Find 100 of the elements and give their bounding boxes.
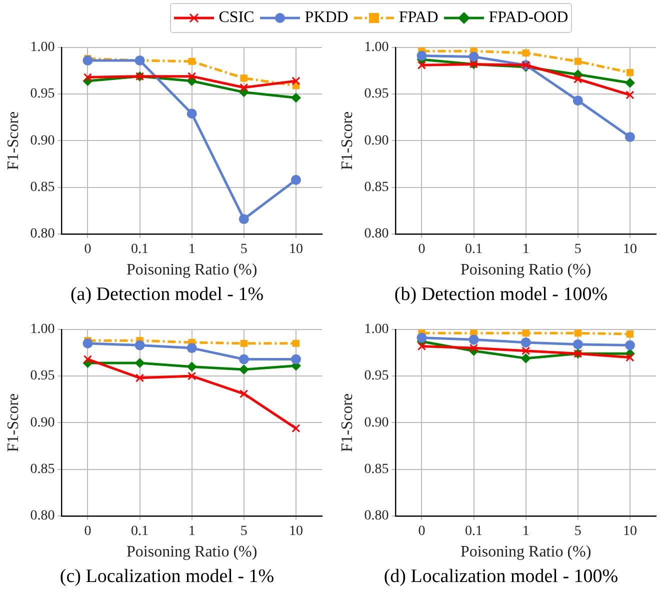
x-tick-label: 5	[574, 524, 582, 540]
point	[574, 330, 582, 337]
x-tick-label: 0.1	[465, 524, 483, 540]
text: (a) Detection model - 1%	[69, 284, 265, 306]
x-tick-label: 10	[288, 242, 303, 258]
point	[470, 344, 478, 352]
x-axis-title: Poisoning Ratio (%)	[460, 544, 592, 561]
x-axis-title: Poisoning Ratio (%)	[126, 544, 258, 561]
x-tick-label: 10	[288, 524, 303, 540]
legend-label: FPAD-OOD	[488, 9, 568, 27]
x-axis-title: Poisoning Ratio (%)	[126, 262, 258, 279]
y-axis-title: F1-Score	[4, 393, 22, 452]
x-tick-label: 10	[622, 524, 637, 540]
y-tick-label: 0.85	[364, 462, 389, 478]
point	[290, 92, 301, 103]
point	[292, 340, 300, 347]
y-tick-label: 0.80	[364, 508, 389, 524]
y-tick-label: 0.95	[364, 368, 389, 384]
y-tick-label: 0.90	[364, 415, 389, 430]
point	[134, 358, 145, 368]
point	[136, 374, 144, 382]
point	[626, 330, 634, 338]
y-tick-label: 0.95	[364, 86, 389, 102]
point	[572, 339, 583, 350]
point	[522, 330, 530, 337]
y-tick-label: 1.00	[364, 322, 389, 338]
x-tick-label: 0.1	[465, 242, 483, 258]
y-tick-label: 1.00	[30, 40, 55, 56]
x-tick-label: 0	[418, 242, 426, 258]
y-tick-label: 0.95	[30, 86, 55, 102]
point	[522, 346, 530, 356]
y-tick-label: 0.90	[30, 133, 55, 148]
point	[290, 174, 301, 185]
x-tick-label: 0	[84, 524, 92, 540]
point	[238, 214, 249, 224]
y-tick-label: 0.85	[364, 180, 389, 196]
point	[417, 60, 426, 70]
point	[574, 74, 582, 84]
legend-label: FPAD	[398, 9, 438, 27]
point	[186, 362, 197, 372]
point	[240, 389, 248, 398]
point	[240, 83, 248, 92]
point	[186, 343, 197, 354]
point	[626, 69, 634, 76]
text: (b) Detection model - 100%	[393, 284, 609, 306]
x-tick-label: 5	[240, 242, 248, 258]
x-tick-label: 5	[240, 524, 248, 540]
point	[238, 354, 249, 364]
point	[468, 334, 479, 345]
x-tick-label: 1	[188, 242, 196, 258]
point	[188, 372, 196, 380]
point	[240, 340, 248, 347]
x-tick-label: 1	[522, 524, 530, 540]
x-tick-label: 1	[522, 242, 530, 258]
point	[417, 342, 426, 350]
x-tick-label: 10	[622, 242, 637, 258]
point	[522, 49, 530, 57]
point	[186, 108, 197, 119]
point	[624, 132, 635, 142]
x-tick-label: 1	[188, 524, 196, 540]
legend-label: PKDD	[304, 9, 348, 27]
point	[83, 72, 92, 82]
y-tick-label: 1.00	[364, 40, 389, 56]
point	[134, 340, 145, 350]
x-tick-label: 0.1	[131, 242, 149, 258]
point	[188, 58, 196, 65]
y-tick-label: 0.90	[30, 415, 55, 430]
point	[82, 55, 93, 66]
point	[290, 354, 301, 364]
y-tick-label: 0.95	[30, 368, 55, 384]
point	[188, 72, 196, 81]
point	[468, 52, 479, 62]
y-axis-title: F1-Score	[338, 111, 356, 170]
point	[626, 353, 634, 362]
point	[416, 50, 427, 61]
x-tick-label: 0	[418, 524, 426, 540]
y-tick-label: 0.85	[30, 180, 55, 196]
point	[292, 424, 300, 433]
point	[520, 337, 531, 348]
text: (c) Localization model - 1%	[58, 566, 276, 588]
y-tick-label: 0.80	[30, 508, 55, 524]
y-tick-label: 0.80	[364, 226, 389, 242]
point	[292, 76, 300, 86]
y-axis-title: F1-Score	[4, 111, 22, 170]
point	[240, 74, 248, 82]
point	[626, 90, 634, 100]
text: (d) Localization model - 100%	[382, 566, 620, 588]
y-tick-label: 0.80	[30, 226, 55, 242]
y-tick-label: 0.90	[364, 133, 389, 148]
point	[83, 354, 92, 364]
point	[624, 78, 635, 88]
x-tick-label: 0.1	[131, 524, 149, 540]
point	[574, 58, 582, 65]
point	[82, 338, 93, 348]
point	[238, 364, 249, 375]
y-tick-label: 0.85	[30, 462, 55, 478]
x-tick-label: 0	[84, 242, 92, 258]
y-tick-label: 1.00	[30, 322, 55, 338]
legend-label: CSIC	[218, 9, 254, 27]
x-axis-title: Poisoning Ratio (%)	[460, 262, 592, 279]
